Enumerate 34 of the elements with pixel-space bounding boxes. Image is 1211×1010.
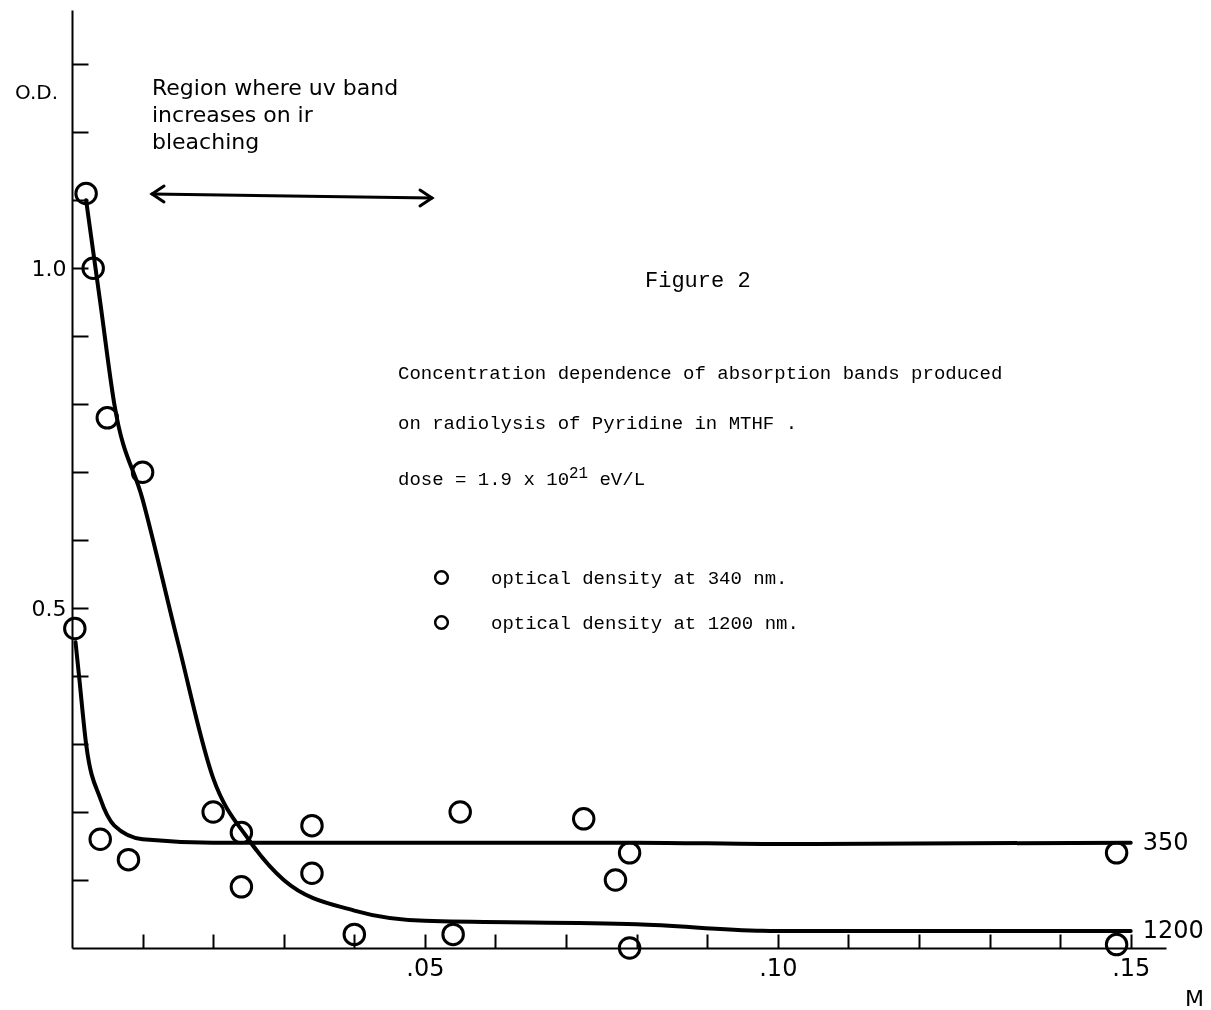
x-tick-label: .05 bbox=[406, 953, 445, 982]
x-tick-label: .10 bbox=[759, 953, 798, 982]
x-axis-title: M bbox=[1185, 985, 1204, 1010]
point bbox=[95, 406, 120, 430]
legend-label: optical density at 340 nm. bbox=[491, 567, 788, 590]
y-axis-title: O.D. bbox=[14, 79, 59, 104]
point bbox=[229, 875, 254, 899]
y-tick-label: 1.0 bbox=[31, 255, 67, 281]
annotation: dose = 1.9 x 10$^{21}$ eV/L bbox=[398, 464, 646, 494]
point bbox=[448, 800, 472, 824]
annotation: Concentration dependence of absorption bands produced bbox=[398, 362, 1003, 387]
annotation: on radiolysis of Pyridine in MTHF . bbox=[398, 412, 798, 437]
point bbox=[130, 460, 155, 484]
point bbox=[201, 800, 225, 824]
point bbox=[603, 868, 628, 892]
x-tick-label: .15 bbox=[1112, 953, 1151, 982]
point bbox=[116, 847, 141, 872]
point bbox=[300, 813, 324, 838]
y-tick-label: 0.5 bbox=[31, 595, 67, 621]
point bbox=[1104, 932, 1129, 957]
legend-label: optical density at 1200 nm. bbox=[491, 612, 799, 635]
point bbox=[74, 181, 98, 206]
point bbox=[88, 827, 112, 851]
point bbox=[342, 922, 367, 947]
series-label: 1200 bbox=[1142, 916, 1204, 945]
point bbox=[617, 936, 642, 960]
series-label: 350 bbox=[1142, 827, 1189, 856]
point bbox=[571, 807, 596, 831]
text: Figure 2 bbox=[645, 268, 751, 296]
point bbox=[300, 861, 324, 885]
point bbox=[81, 256, 105, 281]
point bbox=[63, 616, 87, 641]
annotation: Region where uv band increases on ir bleaching bbox=[152, 74, 400, 155]
point bbox=[441, 922, 465, 947]
